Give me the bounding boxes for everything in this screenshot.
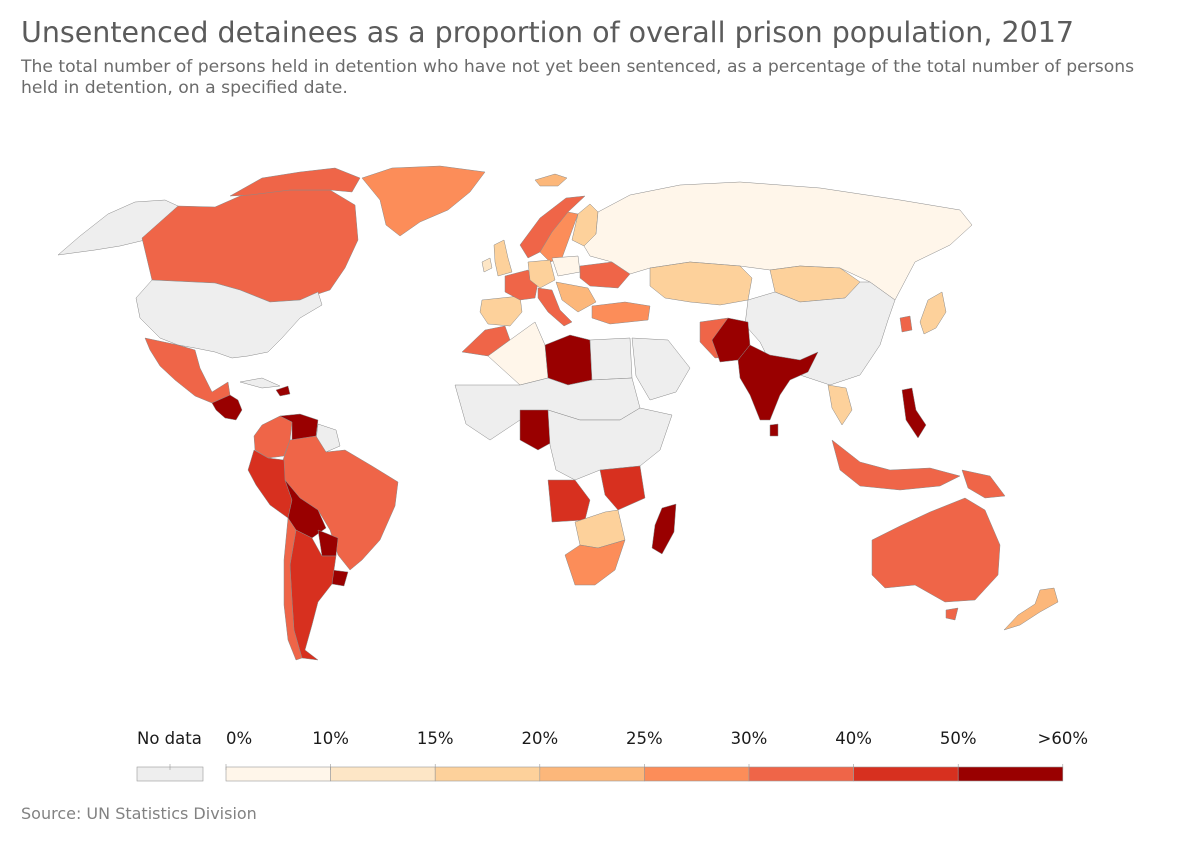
region-tasmania[interactable] bbox=[945, 607, 959, 621]
legend-tick-label: 15% bbox=[417, 729, 454, 748]
region-balkans[interactable] bbox=[555, 281, 597, 313]
region-germany[interactable] bbox=[527, 259, 556, 289]
legend-bin-25-30 bbox=[644, 766, 750, 782]
region-central-america[interactable] bbox=[211, 394, 243, 421]
legend-tick-label: 50% bbox=[940, 729, 977, 748]
region-russia[interactable] bbox=[583, 181, 973, 301]
region-haiti[interactable] bbox=[275, 385, 291, 397]
region-cuba[interactable] bbox=[239, 377, 281, 389]
region-united-states[interactable] bbox=[135, 279, 323, 359]
legend-bin-10-15 bbox=[330, 766, 436, 782]
region-indonesia[interactable] bbox=[831, 439, 961, 491]
legend-tick-label: 20% bbox=[521, 729, 558, 748]
legend-color-scale: 0% 10% 15% 20% 25% 30% 40% 50% >60% bbox=[225, 729, 1089, 782]
legend-bin-40-50 bbox=[853, 766, 959, 782]
region-canada-islands[interactable] bbox=[229, 167, 361, 197]
region-italy[interactable] bbox=[537, 287, 573, 327]
region-libya[interactable] bbox=[544, 334, 593, 386]
region-uruguay[interactable] bbox=[331, 569, 349, 587]
world-map[interactable] bbox=[0, 120, 1200, 680]
region-japan[interactable] bbox=[919, 291, 947, 335]
legend-bin-15-20 bbox=[434, 766, 541, 782]
region-poland[interactable] bbox=[551, 255, 581, 277]
region-angola[interactable] bbox=[547, 479, 591, 523]
region-ireland[interactable] bbox=[481, 257, 493, 273]
legend-tick-label: 0% bbox=[226, 729, 252, 748]
region-south-africa[interactable] bbox=[564, 539, 626, 586]
legend-bin-20-25 bbox=[539, 766, 645, 782]
region-kazakhstan[interactable] bbox=[649, 261, 753, 306]
legend-bin-0-10 bbox=[225, 766, 331, 782]
legend-tick-label: 40% bbox=[835, 729, 872, 748]
chart-source: Source: UN Statistics Division bbox=[21, 804, 257, 823]
region-thailand[interactable] bbox=[827, 384, 853, 426]
legend-bin-50-60 bbox=[957, 766, 1064, 782]
region-spain[interactable] bbox=[479, 295, 523, 327]
region-united-kingdom[interactable] bbox=[493, 239, 513, 277]
map-legend: No data 0% 10% 15% 20% 25% 30% 40% 50% >60% bbox=[136, 729, 1089, 782]
region-sri-lanka[interactable] bbox=[769, 423, 779, 437]
legend-tick-label: 25% bbox=[626, 729, 663, 748]
region-turkey[interactable] bbox=[591, 301, 651, 325]
region-papua-new-guinea[interactable] bbox=[961, 469, 1006, 499]
region-saudi-arabia[interactable] bbox=[631, 337, 691, 401]
region-greenland[interactable] bbox=[361, 165, 486, 237]
legend-tick-label: 10% bbox=[312, 729, 349, 748]
region-south-korea[interactable] bbox=[899, 315, 913, 333]
legend-tick-label: >60% bbox=[1038, 729, 1089, 748]
region-tanzania[interactable] bbox=[599, 465, 646, 511]
region-sweden[interactable] bbox=[539, 211, 579, 263]
region-iceland[interactable] bbox=[534, 173, 568, 187]
region-australia[interactable] bbox=[871, 497, 1001, 603]
region-nigeria[interactable] bbox=[519, 409, 557, 451]
region-chile[interactable] bbox=[283, 517, 303, 661]
region-egypt[interactable] bbox=[589, 337, 633, 381]
region-new-zealand[interactable] bbox=[1003, 587, 1059, 631]
legend-tick-label: 30% bbox=[731, 729, 768, 748]
legend-no-data-label: No data bbox=[137, 729, 202, 748]
chart-subtitle: The total number of persons held in dete… bbox=[21, 57, 1135, 98]
region-madagascar[interactable] bbox=[651, 503, 677, 555]
region-central-africa[interactable] bbox=[547, 407, 673, 481]
chart-title: Unsentenced detainees as a proportion of… bbox=[21, 16, 1075, 49]
legend-bin-30-40 bbox=[748, 766, 854, 782]
region-philippines[interactable] bbox=[901, 387, 927, 439]
region-india[interactable] bbox=[737, 344, 819, 421]
